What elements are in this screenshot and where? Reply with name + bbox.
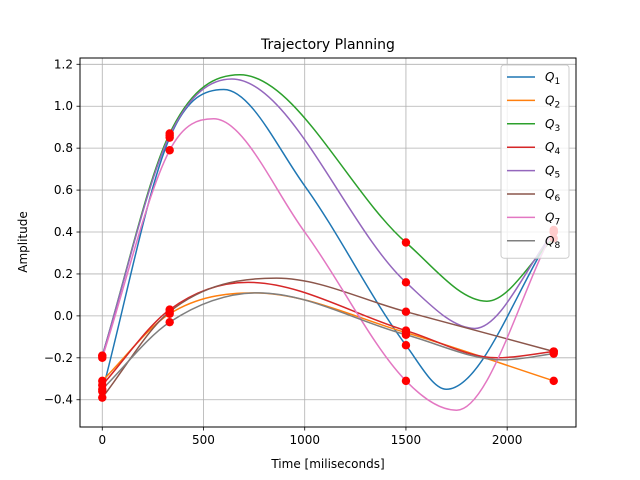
waypoint-marker <box>401 307 411 316</box>
plot-frame <box>79 57 577 428</box>
x-tick-label: 0 <box>98 433 106 447</box>
y-tick-label: 0.4 <box>54 225 73 239</box>
y-tick-label: 1.2 <box>54 57 73 71</box>
y-tick-label: 0.2 <box>54 267 73 281</box>
legend-label: Q8 <box>545 234 560 251</box>
legend-box <box>500 64 570 259</box>
series-line-q7 <box>101 118 555 411</box>
waypoint-marker <box>401 341 411 350</box>
waypoint-marker <box>98 393 107 402</box>
axis-ticks: 0 500 1000 1500 2000 −0.4 −0.2 0.0 0.2 0.4 0.6 0.8 1… <box>44 57 523 447</box>
legend-label: Q4 <box>545 140 560 157</box>
y-tick-label: −0.4 <box>44 393 73 407</box>
legend-label: Q3 <box>545 117 560 134</box>
x-axis-label: Time [miliseconds] <box>270 457 384 471</box>
legend-label: Q6 <box>545 187 560 204</box>
legend-label: Q7 <box>545 210 560 227</box>
legend-label: Q5 <box>545 164 560 181</box>
series-line-q5 <box>101 78 555 356</box>
waypoint-marker <box>165 317 174 327</box>
legend: Q1 Q2 Q3 Q4 Q5 Q6 Q7 Q8 <box>500 64 570 259</box>
y-tick-label: 0.8 <box>54 141 73 155</box>
series-line-q6 <box>101 277 554 399</box>
legend-label: Q1 <box>545 70 560 87</box>
series-line-q4 <box>101 281 554 386</box>
waypoint-marker <box>401 330 411 339</box>
waypoint-marker <box>165 131 174 140</box>
x-tick-label: 500 <box>192 433 215 447</box>
series-line-q1 <box>101 88 555 392</box>
waypoint-marker <box>401 278 411 287</box>
waypoint-marker <box>549 376 558 386</box>
y-tick-label: 0.0 <box>54 309 73 323</box>
y-tick-label: 0.6 <box>54 183 73 197</box>
x-tick-label: 2000 <box>492 433 523 447</box>
series-line-q8 <box>101 292 554 390</box>
legend-label: Q2 <box>545 93 560 110</box>
waypoint-marker <box>98 385 107 394</box>
waypoint-marker <box>401 238 411 247</box>
waypoint-marker <box>401 376 411 386</box>
chart-title: Trajectory Planning <box>260 37 395 53</box>
y-tick-label: −0.2 <box>44 351 73 365</box>
waypoint-marker <box>549 349 558 358</box>
series-lines <box>101 74 555 411</box>
y-axis-label: Amplitude <box>16 211 30 273</box>
x-tick-label: 1500 <box>391 433 422 447</box>
waypoint-marker <box>165 146 174 155</box>
x-tick-label: 1000 <box>289 433 320 447</box>
y-tick-label: 1.0 <box>54 99 73 113</box>
waypoint-marker <box>165 307 174 316</box>
waypoint-marker <box>98 353 107 363</box>
